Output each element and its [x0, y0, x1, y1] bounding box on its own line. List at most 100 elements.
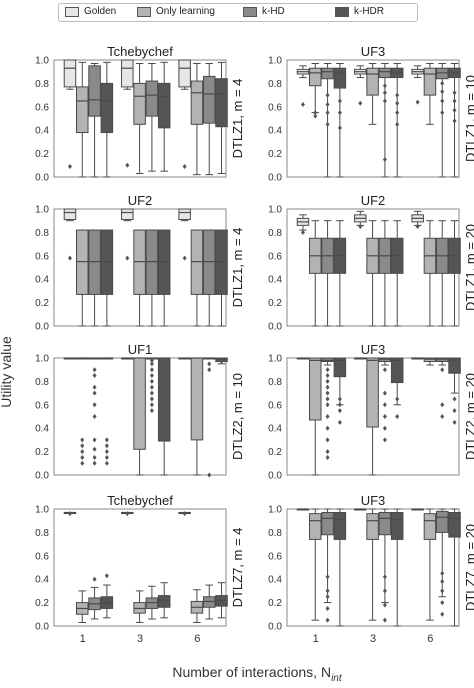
outlier-point — [415, 224, 420, 230]
outlier-point — [325, 605, 330, 611]
legend-swatch — [243, 7, 257, 17]
box-body — [157, 357, 171, 442]
outlier-point — [382, 425, 387, 431]
outlier-point — [452, 98, 457, 104]
box-golden — [121, 59, 134, 168]
box-k-hdr — [215, 229, 228, 327]
box-k-hdr — [215, 582, 228, 619]
outlier-point — [440, 80, 445, 86]
y-tick-label: 0.8 — [35, 228, 49, 239]
box-k-hd — [378, 508, 392, 623]
box-k-hdr — [157, 229, 171, 327]
y-tick-label: 0.0 — [268, 471, 282, 482]
box-only-learning — [366, 357, 379, 476]
outlier-point — [337, 419, 342, 425]
y-tick-label: 1.0 — [35, 205, 49, 216]
outlier-point — [125, 255, 130, 261]
box-golden — [178, 357, 191, 360]
box-k-hd — [145, 357, 159, 414]
box-only-learning — [133, 229, 146, 327]
box-body — [190, 80, 204, 125]
box-k-hdr — [333, 508, 347, 627]
outlier-point — [182, 511, 187, 517]
y-tick-label: 0.6 — [268, 551, 282, 562]
box-body — [215, 78, 228, 128]
outlier-point — [325, 617, 330, 623]
outlier-point — [182, 255, 187, 261]
box-golden — [354, 210, 367, 230]
box-k-hdr — [333, 220, 347, 327]
box-golden — [296, 357, 310, 360]
outlier-point — [80, 443, 85, 449]
outlier-point — [337, 125, 342, 131]
outlier-point — [149, 378, 154, 384]
box-golden — [354, 508, 367, 511]
y-tick-label: 0.8 — [268, 377, 282, 388]
y-tick-label: 1.0 — [35, 56, 49, 67]
box-body — [309, 67, 322, 87]
box-k-hdr — [448, 220, 461, 327]
outlier-point — [80, 437, 85, 443]
x-tick-label: 1 — [80, 633, 86, 645]
outlier-point — [325, 101, 330, 107]
box-body — [366, 357, 379, 428]
box-body — [63, 208, 77, 221]
y-tick-label: 1.0 — [268, 505, 282, 516]
subplot-title: UF2 — [128, 193, 153, 208]
outlier-point — [80, 449, 85, 455]
box-k-hdr — [448, 357, 461, 425]
y-tick-label: 0.4 — [268, 275, 282, 286]
outlier-point — [67, 511, 72, 517]
row-label: DTLZ1, m = 4 — [230, 228, 245, 308]
y-tick-label: 0.8 — [35, 528, 49, 539]
box-k-hd — [202, 229, 216, 327]
outlier-point — [149, 361, 154, 367]
box-body — [76, 86, 89, 134]
legend-label: Only learning — [156, 6, 215, 17]
outlier-point — [440, 588, 445, 594]
row-label: DTLZ1, m = 4 — [230, 79, 245, 159]
outlier-point — [382, 98, 387, 104]
outlier-point — [207, 367, 212, 373]
outlier-point — [92, 373, 97, 379]
row-label: DTLZ7, m = 4 — [230, 528, 245, 608]
box-golden — [121, 511, 134, 517]
subplot-title: Tchebychef — [107, 44, 173, 59]
outlier-point — [395, 92, 400, 98]
subplot: 0.0 0.2 0.4 0.6 0.8 1.0 Tchebychef DTLZ1, m = 4 — [35, 44, 245, 184]
box-k-hdr — [390, 63, 404, 178]
outlier-point — [67, 163, 72, 169]
box-k-hd — [378, 63, 392, 178]
outlier-point — [125, 511, 130, 517]
row-label: DTLZ2, m = 10 — [230, 373, 245, 460]
box-golden — [296, 508, 310, 511]
y-tick-label: 0.8 — [35, 79, 49, 90]
outlier-point — [92, 460, 97, 466]
global-x-label: Number of interactions, Nint — [0, 664, 474, 684]
outlier-point — [325, 390, 330, 396]
outlier-point — [452, 408, 457, 414]
box-k-hdr — [390, 220, 404, 327]
y-tick-label: 1.0 — [35, 354, 49, 365]
outlier-point — [325, 588, 330, 594]
outlier-point — [182, 163, 187, 169]
outlier-point — [325, 92, 330, 98]
box-k-hd — [321, 63, 334, 178]
box-body — [333, 512, 347, 540]
box-only-learning — [190, 589, 204, 623]
box-only-learning — [76, 357, 89, 466]
outlier-point — [440, 89, 445, 95]
box-only-learning — [133, 63, 146, 174]
outlier-point — [325, 384, 330, 390]
box-golden — [411, 508, 424, 511]
subplot-title: UF3 — [361, 44, 386, 59]
box-only-learning — [309, 63, 322, 119]
box-body — [378, 512, 392, 536]
box-k-hdr — [100, 573, 114, 619]
outlier-point — [104, 573, 109, 579]
box-k-hdr — [157, 357, 171, 476]
outlier-point — [325, 449, 330, 455]
outlier-point — [325, 437, 330, 443]
